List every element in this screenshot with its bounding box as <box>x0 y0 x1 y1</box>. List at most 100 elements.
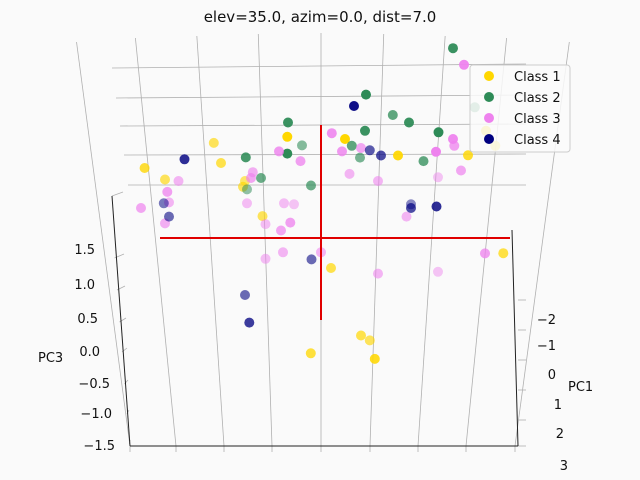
data-point-class-2 <box>346 140 357 151</box>
data-point-class-3 <box>459 59 469 70</box>
data-point-class-2 <box>361 89 371 100</box>
data-point-class-2 <box>242 184 252 195</box>
data-point-class-3 <box>295 156 306 167</box>
data-point-class-2 <box>355 152 365 163</box>
legend-label-class-1: Class 1 <box>514 70 561 85</box>
data-point-class-4 <box>349 101 359 111</box>
legend-box <box>469 64 571 153</box>
data-point-class-3 <box>433 266 443 277</box>
y-axis-line <box>511 229 519 447</box>
data-point-class-3 <box>276 225 286 236</box>
chart-title: elev=35.0, azim=0.0, dist=7.0 <box>204 8 437 26</box>
data-point-class-3 <box>480 248 490 259</box>
data-point-class-4 <box>431 201 442 212</box>
data-point-class-1 <box>463 150 473 161</box>
grid-line-vertical <box>417 35 446 447</box>
grid-line-vertical <box>369 33 385 447</box>
data-point-class-3 <box>431 146 441 157</box>
legend-marker-class-1 <box>484 71 494 81</box>
data-point-class-3 <box>373 176 383 186</box>
data-point-class-4 <box>240 290 250 300</box>
data-point-class-3 <box>260 219 271 230</box>
legend-label-class-4: Class 4 <box>514 133 561 148</box>
data-point-class-4 <box>158 198 169 209</box>
z-tick-label: 1.0 <box>74 278 95 293</box>
data-point-class-3 <box>173 176 184 186</box>
z-tick-label: 0.5 <box>77 312 98 327</box>
data-points <box>136 43 509 364</box>
data-point-class-2 <box>297 140 307 151</box>
data-point-class-3 <box>448 134 458 144</box>
z-axis-line <box>111 195 131 447</box>
data-point-class-3 <box>326 128 337 139</box>
data-point-class-1 <box>356 330 366 341</box>
y-axis-label: PC1 <box>568 380 593 395</box>
data-point-class-1 <box>393 150 403 161</box>
y-tick-label: 1 <box>554 398 562 413</box>
y-tick-label: 2 <box>556 427 564 442</box>
data-point-class-3 <box>433 172 443 183</box>
grid-line-vertical <box>76 41 131 447</box>
data-point-class-1 <box>282 131 293 142</box>
grid-line-vertical <box>257 33 273 447</box>
data-point-class-4 <box>306 254 317 265</box>
data-point-class-3 <box>260 253 271 264</box>
data-point-class-2 <box>282 148 293 159</box>
data-point-class-4 <box>179 154 190 165</box>
data-point-class-3 <box>289 199 299 210</box>
data-point-class-1 <box>160 174 170 185</box>
legend-marker-class-3 <box>484 113 494 123</box>
y-tick-label: 0 <box>548 368 556 383</box>
data-point-class-3 <box>246 173 256 183</box>
data-point-class-3 <box>337 146 347 157</box>
axes-frame <box>111 195 519 447</box>
legend-label-class-2: Class 2 <box>514 91 561 106</box>
data-point-class-2 <box>418 156 429 167</box>
legend-marker-class-2 <box>484 92 494 102</box>
data-point-class-1 <box>340 134 350 144</box>
z-axis: 1.5 1.0 0.5 0.0 −0.5 −1.0 −1.5 PC3 <box>38 243 115 454</box>
grid-line-horizontal <box>115 94 527 99</box>
data-point-class-2 <box>256 173 266 183</box>
z-tick-label: 1.5 <box>74 243 95 258</box>
data-point-class-4 <box>244 317 255 328</box>
data-point-class-1 <box>326 263 336 273</box>
y-axis: −2 −1 0 1 2 3 PC1 <box>537 313 593 474</box>
data-point-class-4 <box>376 150 386 161</box>
data-point-class-1 <box>498 248 509 259</box>
data-point-class-3 <box>456 165 466 176</box>
data-point-class-3 <box>356 143 366 153</box>
z-tick-label: 0.0 <box>79 345 100 360</box>
data-point-class-3 <box>279 198 289 209</box>
grid-line-horizontal <box>119 123 527 127</box>
data-point-class-3 <box>136 203 146 213</box>
legend: Class 1 Class 2 Class 3 Class 4 <box>469 64 571 153</box>
data-point-class-2 <box>433 127 444 138</box>
grid-line-left-pane <box>111 191 124 197</box>
y-tick-label: 3 <box>560 459 568 474</box>
data-point-class-4 <box>164 211 174 222</box>
data-point-class-3 <box>401 211 412 222</box>
y-tick-label: −1 <box>537 339 556 354</box>
grid-line-horizontal <box>111 63 527 69</box>
z-tick-label: −1.5 <box>83 439 115 454</box>
z-tick-label: −1.0 <box>80 407 112 422</box>
data-point-class-2 <box>283 117 293 128</box>
data-point-class-3 <box>285 217 296 228</box>
data-point-class-1 <box>364 335 375 346</box>
data-point-class-1 <box>305 348 316 359</box>
z-tick-label: −0.5 <box>78 377 110 392</box>
data-point-class-3 <box>344 168 355 179</box>
data-point-class-4 <box>406 203 416 213</box>
origin-crosshair <box>160 125 510 320</box>
z-axis-label: PC3 <box>38 351 63 366</box>
legend-label-class-3: Class 3 <box>514 112 561 127</box>
data-point-class-1 <box>208 137 219 148</box>
legend-marker-class-4 <box>484 134 494 144</box>
grid-line-vertical <box>196 35 225 447</box>
grid-line-vertical <box>135 37 177 447</box>
data-point-class-2 <box>404 117 414 128</box>
data-point-class-1 <box>139 163 150 173</box>
data-point-class-2 <box>306 180 316 191</box>
